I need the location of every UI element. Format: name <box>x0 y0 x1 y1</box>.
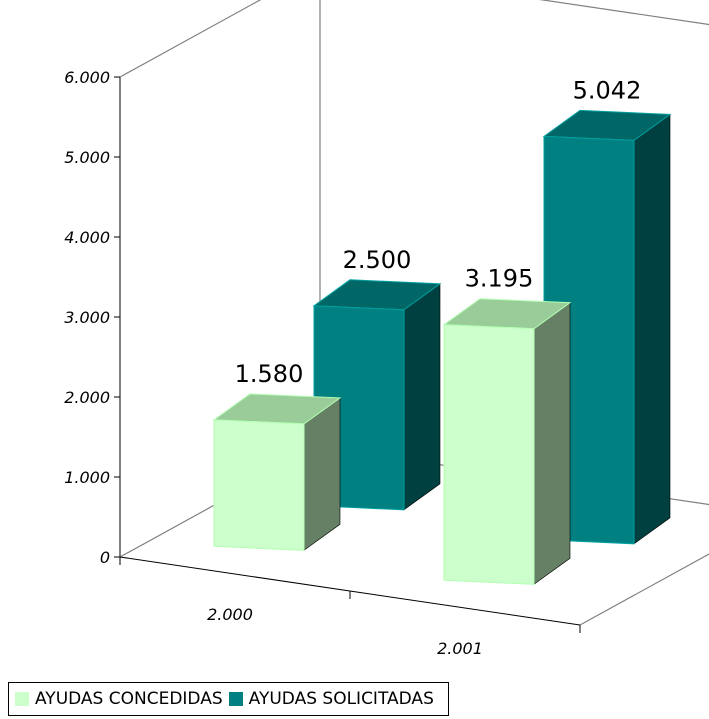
bar-concedidas-0 <box>212 393 342 551</box>
category-label: 2.001 <box>437 639 483 658</box>
bar-side-face <box>403 283 441 511</box>
bar-concedidas-1 <box>442 298 572 585</box>
data-label: 2.500 <box>343 246 412 274</box>
y-tick-label: 3.000 <box>64 308 110 327</box>
legend-label-concedidas: AYUDAS CONCEDIDAS <box>35 689 223 709</box>
legend-item-concedidas: AYUDAS CONCEDIDAS <box>15 689 223 709</box>
legend-label-solicitadas: AYUDAS SOLICITADAS <box>248 689 434 709</box>
y-tick-label: 4.000 <box>64 228 110 247</box>
x-axis-line <box>119 556 581 626</box>
bars <box>212 109 672 585</box>
legend-swatch-solicitadas <box>228 692 243 706</box>
legend-swatch-concedidas <box>15 692 29 706</box>
back-wall-top-edge <box>539 0 709 26</box>
y-tick-label: 5.000 <box>64 148 110 167</box>
x-axis: 2.000 2.001 <box>119 556 581 658</box>
data-label: 5.042 <box>573 76 642 104</box>
bar-front-face <box>443 324 535 585</box>
bar-side-face <box>303 397 341 551</box>
bar-side-face <box>633 113 671 545</box>
y-tick-label: 2.000 <box>64 388 110 407</box>
y-tick-label: 0 <box>100 548 110 567</box>
bar-front-face <box>213 419 305 551</box>
y-axis: 0 1.000 2.000 3.000 4.000 5.000 6.000 <box>64 68 120 567</box>
category-label: 2.000 <box>207 605 253 624</box>
data-labels: 2.500 5.042 1.580 3.195 <box>235 76 642 387</box>
bar-side-face <box>533 302 571 585</box>
data-label: 1.580 <box>235 360 304 388</box>
left-wall-top-edge <box>119 0 262 78</box>
y-tick-label: 1.000 <box>64 468 110 487</box>
data-label: 3.195 <box>465 265 534 293</box>
y-tick-label: 6.000 <box>64 68 110 87</box>
legend: AYUDAS CONCEDIDAS AYUDAS SOLICITADAS <box>8 682 449 716</box>
legend-item-solicitadas: AYUDAS SOLICITADAS <box>228 689 434 709</box>
